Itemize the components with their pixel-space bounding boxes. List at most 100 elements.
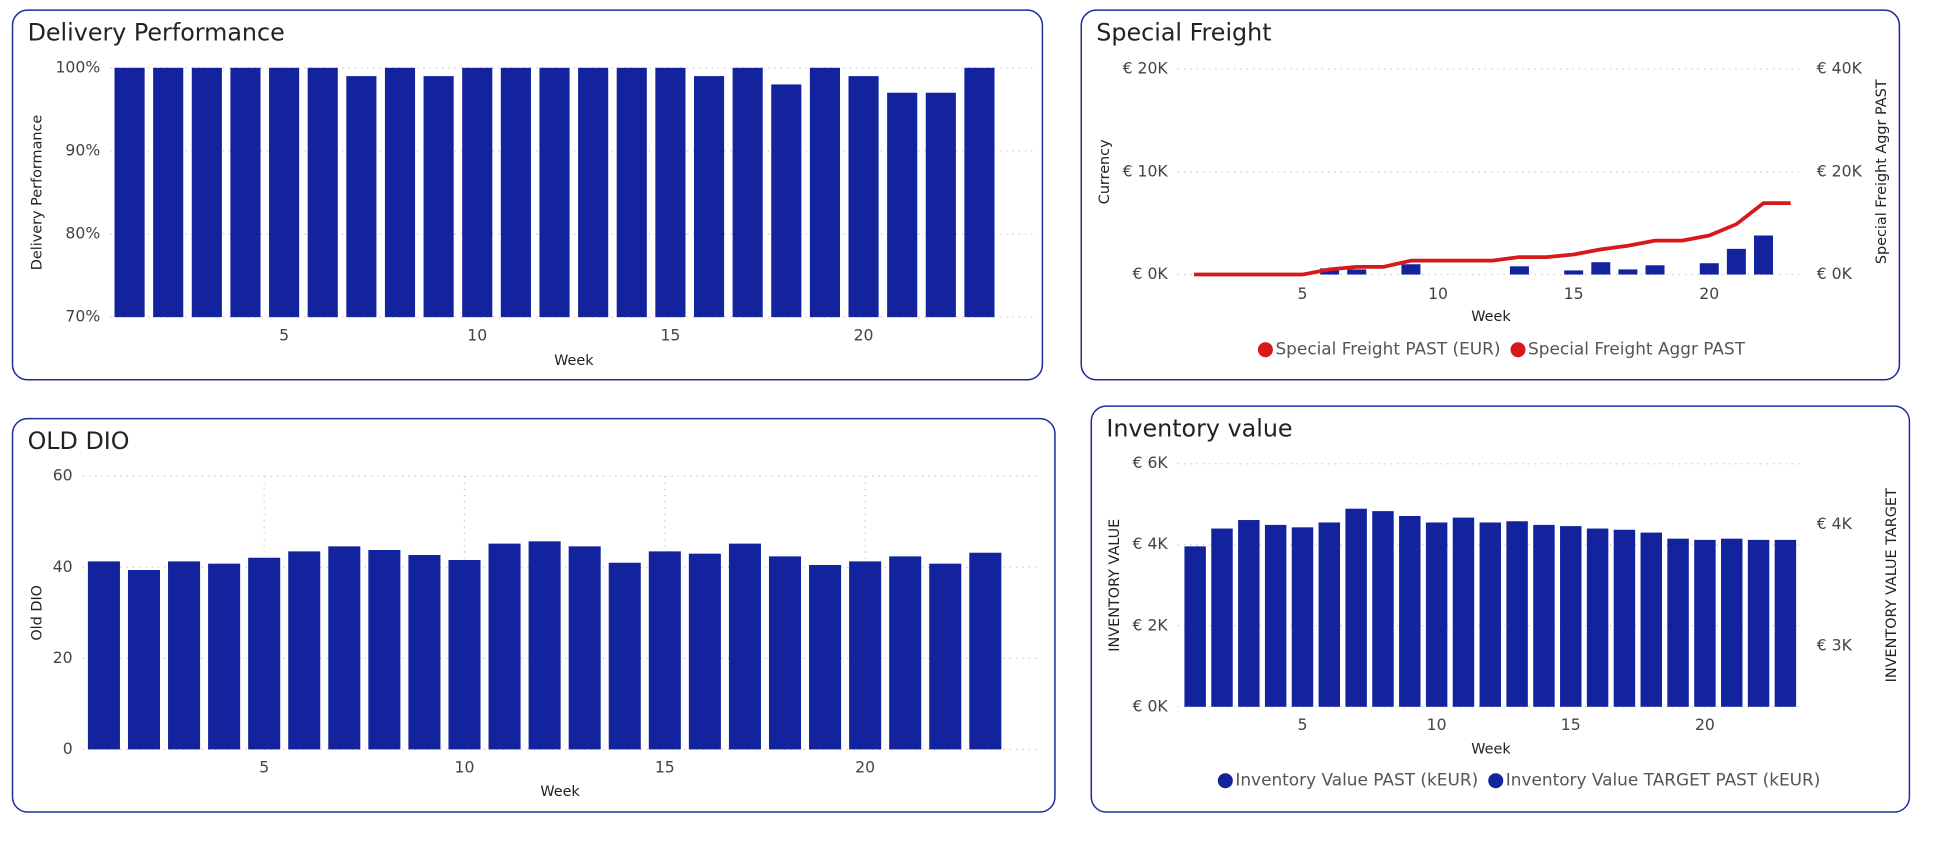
- bar: [191, 67, 222, 318]
- bar: [539, 67, 570, 318]
- y-tick-label: 60: [53, 466, 73, 485]
- bar: [693, 76, 725, 318]
- bar: [500, 67, 531, 318]
- bar: [929, 563, 962, 750]
- x-tick-label: 20: [1699, 284, 1719, 303]
- bar: [1425, 522, 1448, 707]
- bar: [1479, 522, 1502, 707]
- bar: [887, 92, 918, 318]
- x-tick-label: 20: [1695, 715, 1715, 734]
- y2-tick-label: € 40K: [1817, 59, 1863, 78]
- bar: [1320, 268, 1340, 275]
- bar: [655, 67, 686, 318]
- y-tick-label: € 0K: [1133, 696, 1169, 715]
- bar: [1591, 262, 1611, 275]
- y-tick-label: 20: [53, 648, 73, 667]
- bar: [1184, 546, 1206, 707]
- bar: [768, 556, 802, 750]
- bar: [1401, 264, 1421, 275]
- bar: [1506, 521, 1528, 707]
- bar: [1509, 266, 1529, 275]
- x-axis-label: Week: [1471, 741, 1511, 757]
- bar: [208, 563, 241, 750]
- bar: [127, 570, 161, 750]
- bar: [1291, 527, 1314, 707]
- bar: [1694, 539, 1716, 707]
- y-tick-label: € 2K: [1133, 615, 1169, 634]
- x-tick-label: 5: [279, 325, 289, 344]
- bar: [1347, 269, 1367, 275]
- y-tick-label: 100%: [55, 57, 100, 76]
- bar: [1754, 235, 1773, 275]
- bar: [608, 562, 641, 750]
- bar: [1264, 524, 1287, 707]
- x-axis-label: Week: [540, 784, 580, 800]
- chart-title: Inventory value: [1106, 414, 1292, 442]
- bar: [1345, 508, 1367, 707]
- bar: [423, 76, 454, 318]
- bar: [1667, 538, 1689, 707]
- y2-axis-label: Special Freight Aggr PAST: [1874, 79, 1890, 264]
- bar: [1613, 529, 1636, 707]
- bar: [269, 67, 300, 318]
- bar: [448, 560, 481, 750]
- y-tick-label: € 6K: [1133, 453, 1169, 472]
- x-tick-label: 15: [655, 758, 675, 777]
- x-tick-label: 5: [259, 758, 269, 777]
- bar: [346, 76, 377, 318]
- y-tick-label: € 10K: [1123, 161, 1169, 180]
- y2-tick-label: € 0K: [1817, 264, 1853, 283]
- bar: [889, 556, 922, 750]
- x-tick-label: 15: [660, 325, 680, 344]
- bar: [87, 561, 120, 750]
- x-tick-label: 10: [1428, 284, 1448, 303]
- x-axis-label: Week: [554, 353, 594, 369]
- bar: [1721, 538, 1743, 707]
- bar: [648, 551, 681, 750]
- bar: [368, 550, 401, 750]
- bar: [969, 552, 1002, 750]
- bar: [1699, 263, 1719, 275]
- y-tick-label: € 0K: [1133, 264, 1169, 283]
- x-tick-label: 5: [1297, 715, 1307, 734]
- bar: [248, 557, 281, 750]
- x-tick-label: 10: [455, 758, 475, 777]
- bar: [1211, 528, 1233, 707]
- bar: [408, 555, 441, 750]
- bar: [1640, 532, 1662, 707]
- x-tick-label: 20: [855, 758, 875, 777]
- bar: [230, 67, 261, 318]
- bar: [1399, 515, 1421, 707]
- bar: [1564, 270, 1584, 275]
- panel: [1080, 9, 1901, 381]
- y-axis-label: Old DIO: [30, 585, 46, 641]
- bar: [732, 67, 763, 318]
- y-tick-label: € 20K: [1123, 59, 1169, 78]
- bar: [809, 565, 842, 750]
- legend-label: Special Freight PAST (EUR): [1275, 339, 1500, 359]
- y2-tick-label: € 3K: [1817, 636, 1853, 655]
- bar: [153, 67, 184, 318]
- bar: [528, 541, 561, 750]
- legend-label: Inventory Value PAST (kEUR): [1235, 770, 1478, 790]
- bar: [964, 67, 995, 318]
- line: [1194, 201, 1791, 277]
- x-tick-label: 15: [1564, 284, 1584, 303]
- bar: [1318, 522, 1341, 707]
- chart-title: OLD DIO: [28, 427, 130, 455]
- bar: [307, 67, 338, 318]
- x-tick-label: 10: [1427, 715, 1447, 734]
- bar: [288, 551, 321, 750]
- bar: [925, 92, 956, 318]
- x-tick-label: 15: [1561, 715, 1581, 734]
- bar: [1618, 269, 1638, 275]
- bar: [849, 561, 882, 750]
- y-tick-label: 90%: [65, 140, 100, 159]
- legend-marker: [1488, 773, 1504, 789]
- x-axis-label: Week: [1471, 309, 1511, 325]
- y-tick-label: 70%: [65, 307, 100, 326]
- x-tick-label: 5: [1297, 284, 1307, 303]
- bar: [384, 67, 416, 318]
- bar: [488, 543, 521, 750]
